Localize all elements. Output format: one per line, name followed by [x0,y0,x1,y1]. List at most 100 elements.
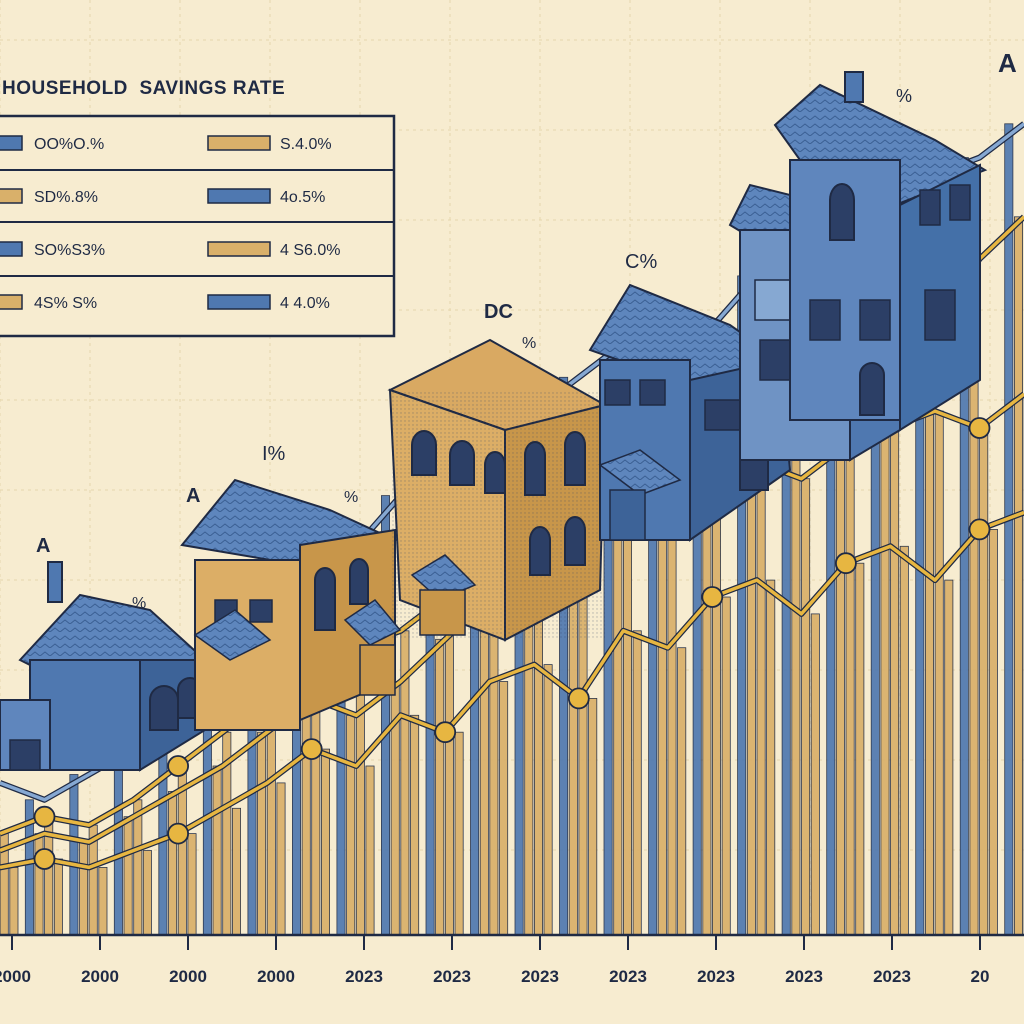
bar [677,647,687,936]
legend-label: 4 S6.0% [280,242,340,259]
bar [988,529,998,936]
legend-label: 4 4.0% [280,295,330,312]
bar [53,858,63,936]
bar [667,495,677,936]
bar [746,444,756,936]
bar [113,748,123,936]
bar [810,613,820,936]
legend-swatch [207,188,271,204]
x-tick-label: 2023 [345,967,383,986]
x-tick-label: 2023 [521,967,559,986]
x-tick-label: 2000 [81,967,119,986]
legend-swatch [0,135,23,151]
house-label: A [998,48,1017,78]
bar [632,630,642,936]
legend-swatch [207,241,271,257]
bar [934,410,944,936]
bar [944,579,954,936]
bar [845,444,855,936]
bar [311,681,321,936]
bar [766,579,776,936]
house-label: % [896,86,912,106]
house-tan-tall [387,338,608,642]
bar [890,427,900,936]
bar [444,596,454,936]
bar [9,867,19,936]
bar [925,326,935,936]
bar [187,833,197,936]
house-label: C% [625,251,657,273]
legend-label: SD%.8% [34,189,98,206]
x-tick-label: 2023 [785,967,823,986]
bar [365,765,375,936]
house-illustrations [0,71,988,772]
bar [712,478,722,936]
bar [1014,216,1024,936]
legend-swatch [0,241,23,257]
data-point [701,586,724,608]
chart-title: HOUSEHOLD SAVINGS RATE [2,78,285,99]
house-label: % [344,489,358,506]
bar [320,748,330,936]
x-tick-label: 2000 [257,967,295,986]
house-label: I% [262,443,286,465]
data-point [33,848,56,870]
data-point [434,721,457,744]
house-small-blue [0,561,207,772]
bar [133,799,143,936]
x-tick-label: 2023 [433,967,471,986]
bar [257,731,267,936]
bar [1004,123,1014,936]
bar [801,478,811,936]
house-label: DC [484,301,513,323]
house-label: A [36,535,50,557]
bar [168,791,178,936]
bar [721,596,731,936]
house-label: % [522,335,536,352]
bar [69,774,79,936]
x-tick-label: 20 [971,967,990,986]
bar [454,731,464,936]
x-tick-label: 2000 [0,967,31,986]
bar [479,596,489,936]
bar [142,850,152,936]
bar [301,698,311,936]
house-blue-large [728,71,988,462]
bar-layer [0,123,1024,936]
bar [212,765,222,936]
bar [410,714,420,936]
bar [588,698,598,936]
bar [613,529,623,936]
bar [623,512,633,936]
legend-label: 4o.5% [280,189,325,206]
legend-label: S.4.0% [280,136,332,153]
legend-swatch [207,294,271,310]
house-label: A [186,485,200,507]
bar [899,545,909,936]
bar [855,562,865,936]
x-axis: 2000 2000 2000 2000 2023 2023 2023 2023 2023 2023… [0,933,1024,986]
bar [123,816,133,936]
data-point [167,755,190,777]
data-point [33,805,56,828]
x-tick-label: 2000 [169,967,207,986]
x-tick-label: 2023 [697,967,735,986]
house-labels: A % A I% % DC % C% % A [36,48,1017,612]
legend: OO%O.% S.4.0% SD%.8% 4o.5% SO%S3% 4 S6.0% 4S% … [0,114,396,338]
data-point [567,687,590,710]
bar [79,841,89,936]
data-point [968,518,991,541]
bar [499,681,509,936]
bar [979,427,989,936]
bar [346,714,356,936]
bar [231,807,241,936]
house-label: % [132,595,146,612]
bar [276,782,286,936]
legend-swatch [0,294,23,310]
data-point [167,822,190,845]
house-tan-small [180,478,402,731]
data-point [835,552,857,575]
legend-label: SO%S3% [34,242,105,259]
legend-label: 4S% S% [34,295,97,312]
